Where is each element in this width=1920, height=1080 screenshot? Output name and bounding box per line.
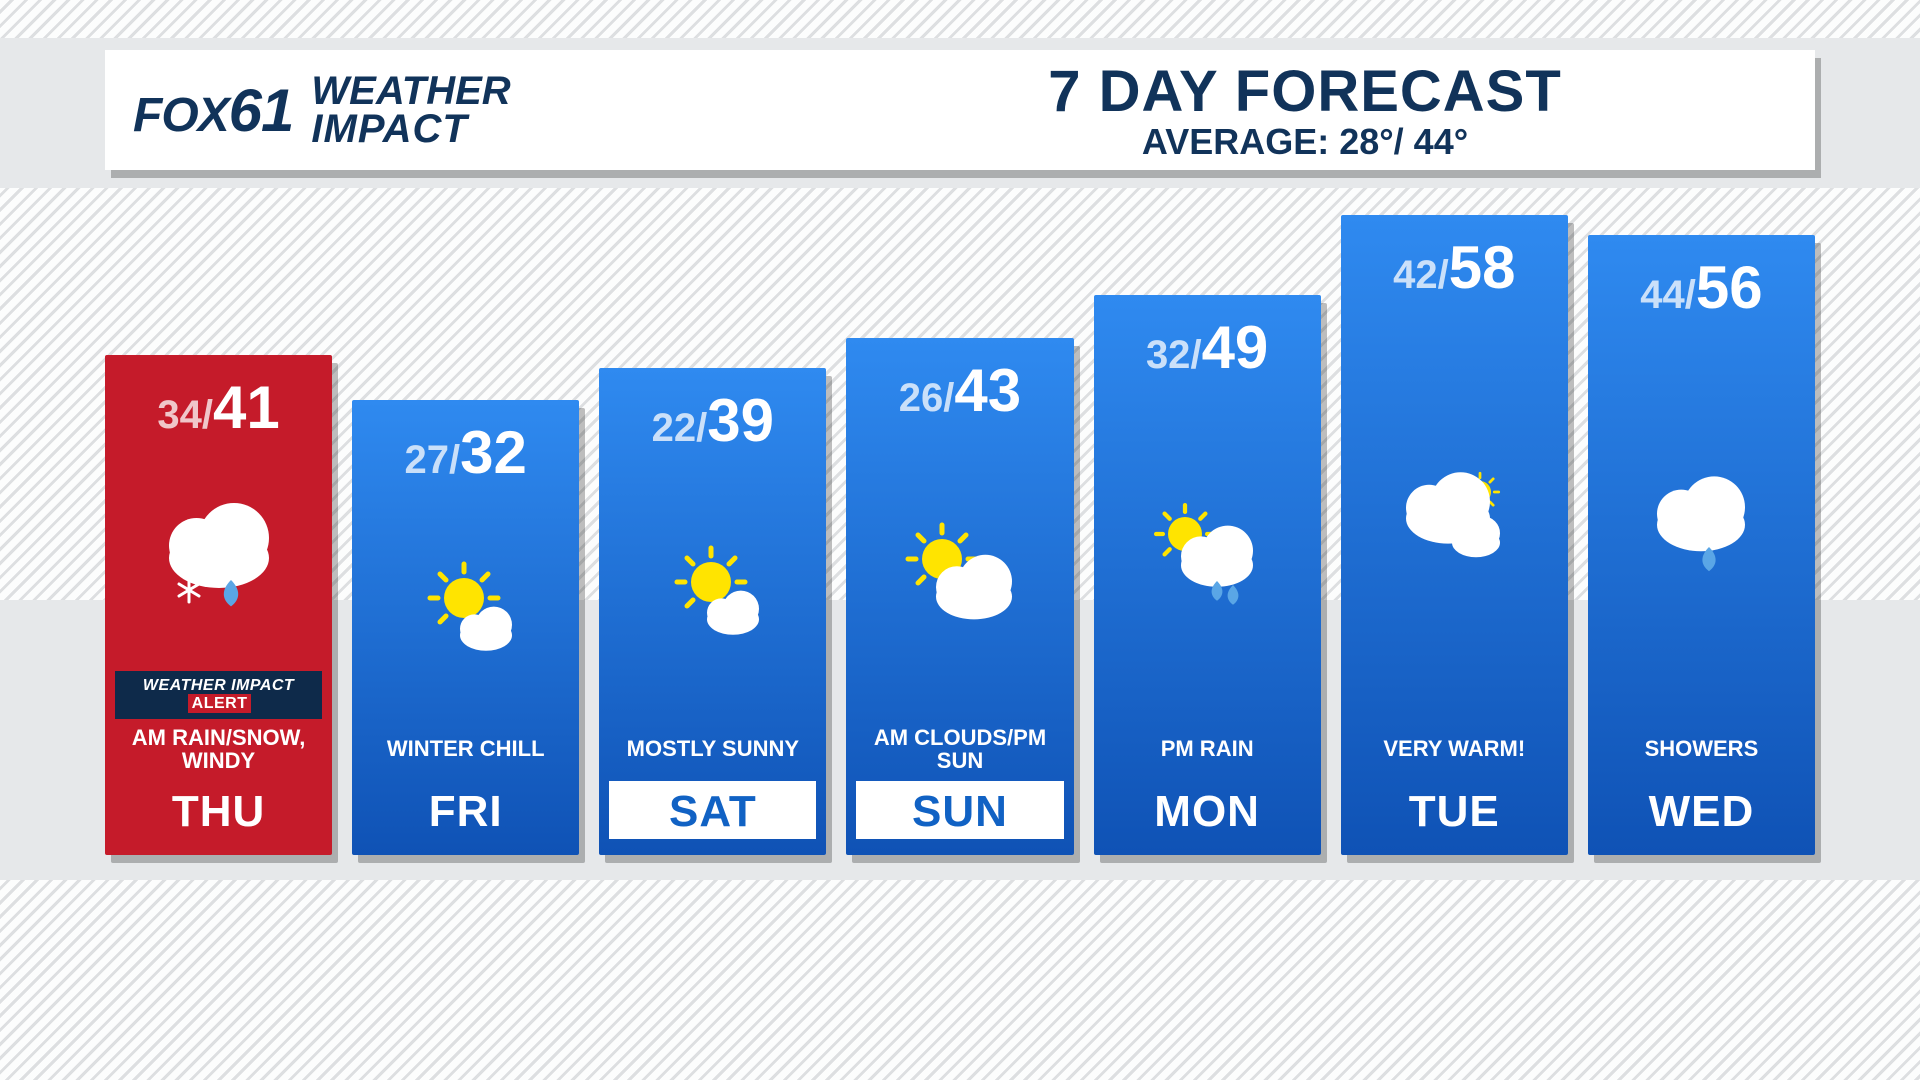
temp-high: 49	[1202, 314, 1269, 381]
condition-label: AM CLOUDS/PM SUN	[856, 723, 1063, 775]
temp-low: 44	[1640, 273, 1685, 317]
temp-high: 58	[1449, 234, 1516, 301]
temp-low: 42	[1393, 253, 1438, 297]
day-label: SAT	[609, 781, 816, 839]
day-label: THU	[115, 781, 322, 839]
temp-low: 26	[899, 376, 944, 420]
logo-impact: IMPACT	[311, 110, 510, 148]
station-logo: FOX61 WEATHER IMPACT	[133, 72, 511, 148]
temp-high: 39	[707, 387, 774, 454]
weather-icon	[856, 431, 1063, 723]
forecast-day-sun: 26/43 AM CLOUDS/PM SUN SUN	[846, 338, 1073, 855]
forecast-day-thu: 34/41 WEATHER IMPACT ALERT AM RAIN/SNOW,…	[105, 355, 332, 855]
temp-range: 22/39	[652, 386, 774, 455]
temp-range: 32/49	[1146, 313, 1268, 382]
forecast-subtitle: AVERAGE: 28°/ 44°	[815, 121, 1795, 163]
condition-label: SHOWERS	[1641, 723, 1763, 775]
temp-range: 26/43	[899, 356, 1021, 425]
condition-label: MOSTLY SUNNY	[623, 723, 803, 775]
forecast-chart: 34/41 WEATHER IMPACT ALERT AM RAIN/SNOW,…	[105, 215, 1815, 855]
logo-station: FOX	[133, 88, 229, 143]
forecast-day-fri: 27/32 WINTER CHILL FRI	[352, 400, 579, 855]
weather-icon	[1104, 388, 1311, 723]
temp-range: 34/41	[157, 373, 279, 442]
day-label: WED	[1598, 781, 1805, 839]
forecast-day-tue: 42/58 VERY WARM! TUE	[1341, 215, 1568, 855]
temp-low: 27	[405, 438, 450, 482]
weather-icon	[609, 461, 816, 723]
temp-low: 34	[157, 393, 202, 437]
condition-label: WINTER CHILL	[383, 723, 549, 775]
title-block: 7 DAY FORECAST AVERAGE: 28°/ 44°	[815, 58, 1795, 163]
weather-icon	[1598, 328, 1805, 723]
forecast-day-wed: 44/56 SHOWERS WED	[1588, 235, 1815, 855]
forecast-title: 7 DAY FORECAST	[815, 58, 1795, 125]
weather-icon	[1351, 308, 1558, 723]
weather-icon	[362, 493, 569, 723]
day-label: FRI	[362, 781, 569, 839]
temp-high: 56	[1696, 254, 1763, 321]
condition-label: VERY WARM!	[1379, 723, 1529, 775]
weather-icon	[115, 448, 322, 671]
temp-range: 27/32	[405, 418, 527, 487]
temp-low: 32	[1146, 333, 1191, 377]
condition-label: AM RAIN/SNOW, WINDY	[115, 723, 322, 775]
day-label: TUE	[1351, 781, 1558, 839]
temp-range: 44/56	[1640, 253, 1762, 322]
forecast-day-sat: 22/39 MOSTLY SUNNY SAT	[599, 368, 826, 855]
logo-number: 61	[229, 76, 294, 145]
temp-high: 41	[213, 374, 280, 441]
header-bar: FOX61 WEATHER IMPACT 7 DAY FORECAST AVER…	[105, 50, 1815, 170]
temp-high: 43	[954, 357, 1021, 424]
logo-weather: WEATHER	[311, 72, 510, 110]
day-label: MON	[1104, 781, 1311, 839]
temp-range: 42/58	[1393, 233, 1515, 302]
temp-high: 32	[460, 419, 527, 486]
day-label: SUN	[856, 781, 1063, 839]
forecast-day-mon: 32/49 PM RAIN MON	[1094, 295, 1321, 855]
weather-impact-alert-badge: WEATHER IMPACT ALERT	[115, 671, 322, 719]
condition-label: PM RAIN	[1157, 723, 1258, 775]
temp-low: 22	[652, 406, 697, 450]
